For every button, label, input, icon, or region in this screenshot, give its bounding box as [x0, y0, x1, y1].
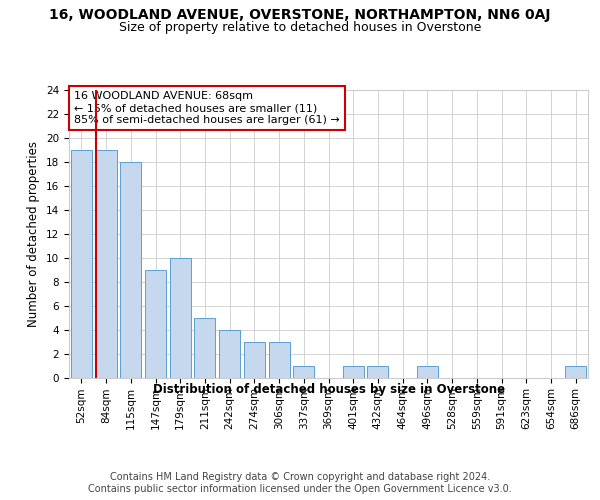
Bar [170, 258, 191, 378]
Bar [120, 162, 141, 378]
Bar [565, 366, 586, 378]
Bar [145, 270, 166, 378]
Bar [269, 342, 290, 378]
Bar [293, 366, 314, 378]
Bar [367, 366, 388, 378]
Text: Distribution of detached houses by size in Overstone: Distribution of detached houses by size … [153, 382, 505, 396]
Bar [343, 366, 364, 378]
Text: Contains HM Land Registry data © Crown copyright and database right 2024.
Contai: Contains HM Land Registry data © Crown c… [88, 472, 512, 494]
Bar [244, 342, 265, 378]
Bar [95, 150, 116, 378]
Bar [71, 150, 92, 378]
Text: 16 WOODLAND AVENUE: 68sqm
← 15% of detached houses are smaller (11)
85% of semi-: 16 WOODLAND AVENUE: 68sqm ← 15% of detac… [74, 92, 340, 124]
Bar [219, 330, 240, 378]
Text: 16, WOODLAND AVENUE, OVERSTONE, NORTHAMPTON, NN6 0AJ: 16, WOODLAND AVENUE, OVERSTONE, NORTHAMP… [49, 8, 551, 22]
Bar [194, 318, 215, 378]
Text: Size of property relative to detached houses in Overstone: Size of property relative to detached ho… [119, 21, 481, 34]
Bar [417, 366, 438, 378]
Y-axis label: Number of detached properties: Number of detached properties [28, 141, 40, 327]
